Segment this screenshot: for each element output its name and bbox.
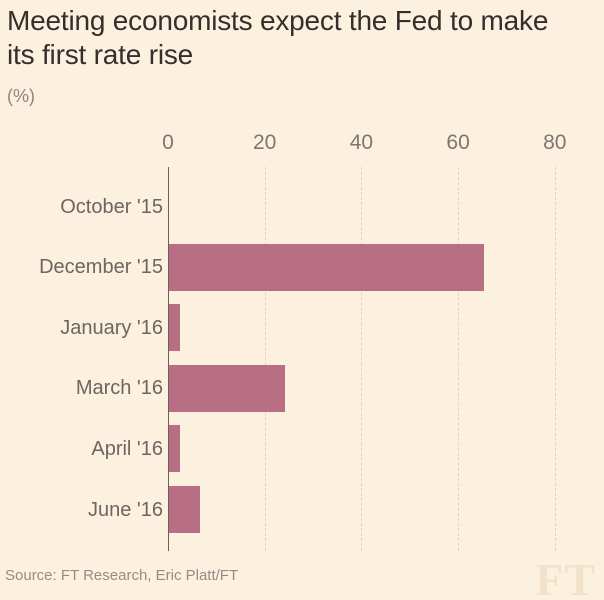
gridline: [554, 167, 556, 551]
bar-june-16: [169, 486, 201, 533]
x-tick-label: 20: [253, 131, 277, 154]
category-label: March '16: [75, 377, 163, 400]
plot-area: October '15 December '15 January '16 March …: [0, 167, 604, 551]
x-axis-tick-labels: 0 20 40 60 80: [0, 131, 604, 157]
x-tick-label: 0: [162, 131, 174, 154]
gridline: [458, 167, 460, 551]
y-axis-line: [168, 167, 169, 551]
category-label: April '16: [91, 437, 163, 460]
gridline: [264, 167, 266, 551]
x-tick-label: 40: [349, 131, 374, 154]
category-label: December '15: [39, 256, 163, 279]
category-label: October '15: [60, 195, 163, 218]
x-tick-label: 80: [543, 131, 567, 154]
x-tick-label: 60: [446, 131, 470, 154]
gridline: [361, 167, 363, 551]
category-label: January '16: [60, 316, 163, 339]
bar-january-16: [169, 304, 180, 352]
ft-logo: FT: [535, 554, 596, 600]
chart-title: Meeting economists expect the Fed to mak…: [7, 5, 549, 70]
source-credit: Source: FT Research, Eric Platt/FT: [5, 567, 239, 584]
bar-december-15: [169, 243, 485, 291]
bar-april-16: [169, 425, 180, 473]
chart-subtitle-units: (%): [7, 86, 35, 106]
bar-march-16: [169, 364, 285, 412]
category-label: June '16: [88, 498, 163, 521]
